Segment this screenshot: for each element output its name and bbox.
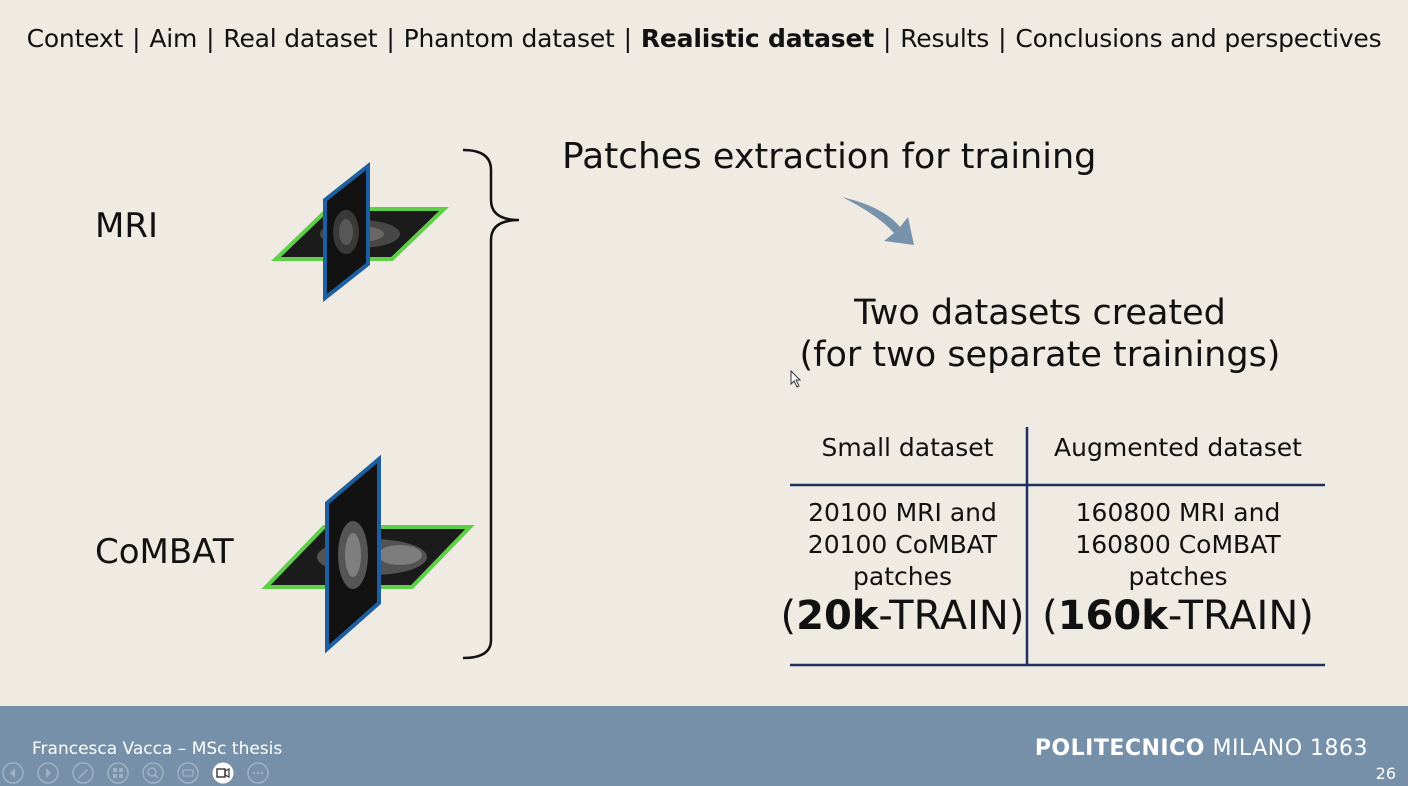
- curved-arrow-icon: [842, 197, 914, 245]
- train-suffix: -TRAIN): [1167, 593, 1314, 639]
- nav-item-real-dataset: Real dataset: [223, 24, 378, 53]
- nav-separator: |: [132, 24, 141, 53]
- combat-label: CoMBAT: [95, 532, 234, 572]
- datasets-created-line2: (for two separate trainings): [799, 335, 1281, 375]
- brand-rest: MILANO 1863: [1204, 736, 1368, 761]
- more-options-button[interactable]: [247, 762, 269, 784]
- pen-tool-button[interactable]: [72, 762, 94, 784]
- augmented-dataset-cell: 160800 MRI and 160800 CoMBAT patches (16…: [1030, 497, 1326, 639]
- small-dataset-train-label: (20k-TRAIN): [780, 593, 1025, 639]
- patches-extraction-title: Patches extraction for training: [562, 136, 1096, 177]
- paren-open: (: [1042, 593, 1058, 639]
- brand-bold: POLITECNICO: [1034, 736, 1205, 761]
- datasets-created-text: Two datasets created (for two separate t…: [790, 292, 1290, 376]
- combat-orthogonal-slices-image: [261, 455, 475, 654]
- nav-separator: |: [623, 24, 632, 53]
- title-strong: Patches: [562, 136, 702, 177]
- nav-item-phantom-dataset: Phantom dataset: [403, 24, 615, 53]
- camera-button[interactable]: [212, 762, 234, 784]
- nav-item-realistic-dataset: Realistic dataset: [640, 24, 874, 53]
- nav-item-results: Results: [900, 24, 990, 53]
- augmented-dataset-line1: 160800 MRI and: [1075, 498, 1281, 527]
- augmented-dataset-header: Augmented dataset: [1054, 433, 1302, 462]
- title-rest: extraction for training: [701, 137, 1097, 177]
- augmented-dataset-line2: 160800 CoMBAT: [1075, 530, 1281, 559]
- nav-separator: |: [882, 24, 892, 53]
- small-dataset-line1: 20100 MRI and: [808, 498, 997, 527]
- small-dataset-cell: 20100 MRI and 20100 CoMBAT patches (20k-…: [780, 497, 1025, 639]
- train-size-bold: 160k: [1057, 593, 1168, 639]
- train-size-bold: 20k: [796, 593, 879, 639]
- previous-slide-button[interactable]: [2, 762, 24, 784]
- nav-item-conclusions: Conclusions and perspectives: [1015, 24, 1382, 53]
- next-slide-button[interactable]: [37, 762, 59, 784]
- mouse-cursor-icon: [790, 370, 802, 388]
- zoom-button[interactable]: [142, 762, 164, 784]
- nav-item-context: Context: [26, 24, 124, 53]
- mri-orthogonal-slices-image: [271, 161, 449, 303]
- mri-label: MRI: [95, 206, 158, 246]
- nav-item-aim: Aim: [149, 24, 198, 53]
- augmented-dataset-train-label: (160k-TRAIN): [1030, 593, 1326, 639]
- section-breadcrumb: Context | Aim | Real dataset | Phantom dataset…: [0, 24, 1408, 53]
- slide-footer: Francesca Vacca – MSc thesis POLITECNICO…: [0, 706, 1408, 786]
- small-dataset-header: Small dataset: [821, 433, 994, 462]
- page-number: 26: [1375, 764, 1396, 783]
- small-dataset-line3: patches: [853, 562, 952, 591]
- footer-brand-logo: POLITECNICO MILANO 1863: [1035, 736, 1368, 761]
- grouping-bracket: [462, 148, 520, 660]
- paren-open: (: [780, 593, 797, 639]
- see-all-slides-button[interactable]: [107, 762, 129, 784]
- augmented-dataset-line3: patches: [1128, 562, 1228, 591]
- nav-separator: |: [206, 24, 215, 53]
- small-dataset-line2: 20100 CoMBAT: [807, 530, 998, 559]
- nav-separator: |: [998, 24, 1007, 53]
- nav-separator: |: [386, 24, 395, 53]
- subtitles-button[interactable]: [177, 762, 199, 784]
- datasets-created-line1: Two datasets created: [854, 293, 1226, 333]
- train-suffix: -TRAIN): [878, 593, 1025, 639]
- footer-author: Francesca Vacca – MSc thesis: [32, 739, 283, 759]
